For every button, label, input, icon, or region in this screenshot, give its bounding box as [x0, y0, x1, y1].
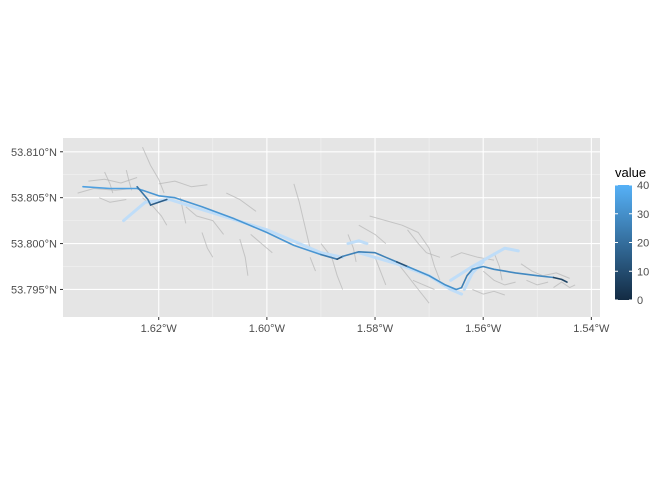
road-line: [239, 238, 249, 276]
x-tick-label: 1.58°W: [357, 323, 394, 335]
road-line: [309, 257, 316, 272]
value-line: [320, 253, 338, 260]
road-line: [482, 270, 516, 286]
legend-colorbar: [615, 185, 632, 300]
road-line: [374, 257, 387, 286]
value-line: [406, 265, 463, 291]
value-line: [341, 251, 398, 263]
y-axis: 53.795°N 53.800°N 53.805°N 53.810°N: [11, 147, 63, 296]
x-tick-label: 1.62°W: [141, 323, 178, 335]
x-tick-label: 1.60°W: [249, 323, 286, 335]
y-tick-label: 53.805°N: [11, 193, 57, 205]
road-line: [104, 171, 114, 194]
road-line: [407, 229, 441, 258]
highlight-line: [462, 260, 485, 291]
major-grid: [63, 138, 600, 317]
x-tick-label: 1.54°W: [573, 323, 610, 335]
road-line: [320, 243, 344, 290]
x-axis: 1.62°W 1.60°W 1.58°W 1.56°W 1.54°W: [141, 317, 610, 335]
value-line: [141, 189, 322, 256]
panel-background: [63, 138, 600, 317]
road-line: [125, 169, 133, 191]
road-line: [201, 232, 214, 258]
road-line: [77, 188, 132, 194]
highlight-line: [346, 239, 369, 246]
legend-tick-label: 10: [637, 266, 649, 278]
highlight-line: [122, 198, 345, 259]
value-line: [136, 185, 152, 206]
value-line: [552, 276, 568, 283]
road-line: [99, 197, 127, 203]
road-line: [369, 215, 430, 249]
road-line: [472, 289, 505, 296]
highlight-line: [449, 246, 520, 282]
legend-title: value: [615, 165, 646, 180]
road-line: [185, 206, 224, 235]
road-line: [293, 183, 311, 249]
minor-grid: [63, 138, 600, 317]
x-tick-label: 1.56°W: [465, 323, 502, 335]
road-line: [553, 281, 576, 289]
road-line: [347, 234, 357, 262]
road-line: [226, 192, 257, 212]
value-line: [395, 261, 409, 268]
legend-tick-label: 30: [637, 209, 649, 221]
value-line: [460, 268, 474, 289]
value-lines: [82, 185, 568, 291]
legend-tick-label: 0: [637, 295, 643, 307]
value-line: [471, 265, 555, 279]
legend-tick-label: 20: [637, 238, 649, 250]
value-line: [336, 255, 344, 260]
background-roads: [77, 146, 576, 304]
road-line: [358, 224, 387, 244]
road-line: [493, 252, 503, 281]
road-line: [412, 279, 435, 290]
road-line: [428, 248, 441, 281]
legend-tick-label: 40: [637, 180, 649, 192]
road-line: [158, 180, 208, 188]
road-line: [142, 146, 165, 194]
legend: value 0 10 20 30 40: [615, 165, 649, 307]
value-line: [149, 198, 168, 206]
road-line: [396, 261, 430, 304]
y-tick-label: 53.810°N: [11, 147, 57, 159]
road-line: [526, 279, 549, 286]
road-line: [250, 234, 273, 254]
y-tick-label: 53.795°N: [11, 284, 57, 296]
y-tick-label: 53.800°N: [11, 239, 57, 251]
